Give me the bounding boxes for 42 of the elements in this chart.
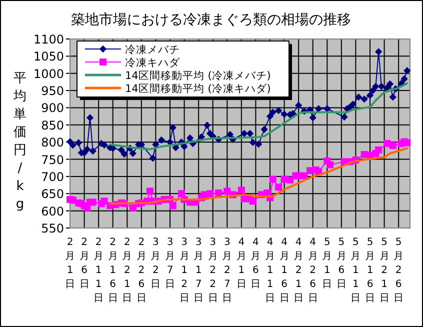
x-tick-label: 4月26日	[308, 237, 318, 304]
y-tick-label: 650	[41, 187, 64, 202]
y-axis-title: 平均単価円/kg	[12, 71, 26, 212]
x-tick-label: 3月17日	[194, 237, 204, 304]
y-tick-label: 900	[41, 101, 64, 116]
x-tick-label: 4月11日	[265, 237, 275, 304]
x-tick-label: 2月16日	[108, 237, 118, 304]
x-tick-label: 4月6日	[250, 237, 261, 290]
y-tick-label: 1000	[33, 66, 64, 81]
y-tick-label: 700	[41, 170, 64, 184]
legend-label: 冷凍メバチ	[125, 43, 180, 56]
x-tick-label: 3月2日	[150, 237, 161, 290]
x-tick-label: 3月7日	[165, 237, 175, 290]
x-tick-label: 2月26日	[136, 237, 146, 304]
x-tick-label: 4月16日	[279, 237, 290, 304]
x-tick-label: 3月12日	[179, 237, 190, 304]
x-tick-label: 5月21日	[379, 237, 390, 304]
y-tick-label: 950	[41, 84, 64, 98]
x-tick-label: 2月6日	[79, 237, 90, 290]
y-tick-label: 600	[41, 204, 64, 218]
legend-label: 14区間移動平均 (冷凍キハダ)	[125, 82, 271, 95]
x-tick-label: 5月6日	[336, 237, 346, 290]
y-tick-label: 1050	[33, 50, 64, 64]
y-tick-label: 1100	[33, 32, 64, 46]
x-tick-label: 3月27日	[222, 237, 232, 304]
x-tick-label: 5月16日	[365, 237, 375, 304]
legend-label: 冷凍キハダ	[125, 56, 181, 69]
x-tick-label: 4月1日	[236, 237, 246, 290]
x-tick-label: 5月1日	[322, 237, 332, 290]
x-tick-label: 5月26日	[394, 237, 404, 304]
x-tick-label: 3月22日	[208, 237, 218, 304]
legend-label: 14区間移動平均 (冷凍メバチ)	[125, 69, 271, 82]
y-tick-label: 550	[41, 222, 64, 236]
x-tick-label: 4月21日	[294, 237, 304, 304]
x-tick-label: 5月11日	[350, 237, 361, 304]
x-tick-label: 2月1日	[65, 237, 75, 290]
x-tick-label: 2月11日	[94, 237, 104, 304]
y-tick-label: 750	[41, 152, 64, 167]
chart-title: 築地市場における冷凍まぐろ類の相場の推移	[71, 12, 351, 28]
y-tick-label: 850	[41, 118, 64, 132]
y-tick-label: 800	[41, 136, 64, 150]
x-tick-label: 2月21日	[122, 237, 132, 304]
